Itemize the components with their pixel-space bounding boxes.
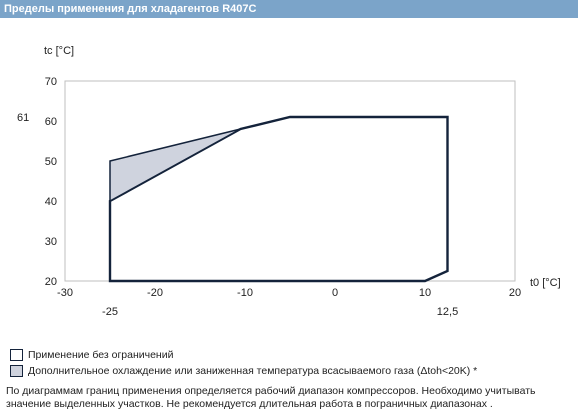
x-axis-label: t0 [°C] [530,277,561,289]
page-title: Пределы применения для хладагентов R407C [0,0,578,18]
x-tick-label: -20 [147,287,163,299]
x-tick-label: -30 [57,287,73,299]
y-tick-label: 50 [45,156,57,168]
legend-swatch-unrestricted [10,349,23,361]
x-tick-label: 10 [419,287,431,299]
legend-label-unrestricted: Применение без ограничений [28,349,174,361]
legend-item-extra-cooling: Дополнительное охлаждение или заниженная… [10,365,477,377]
footnote: По диаграммам границ применения определя… [6,385,536,410]
y-tick-label: 40 [45,196,57,208]
y-tick-label: 70 [45,76,57,88]
legend-swatch-extra-cooling [10,365,23,377]
extra-cooling-area [109,128,241,203]
x-tick-label: -10 [237,287,253,299]
y-marker-label: 61 [17,112,29,124]
y-axis-label: tc [°C] [44,45,74,57]
x-tick-label: 20 [509,287,521,299]
y-tick-label: 60 [45,116,57,128]
application-limits-chart: tc [°C] t0 [°C] -30 -20 -10 0 10 20 20 30 40 50 60… [17,45,561,318]
y-tick-label: 20 [45,276,57,288]
legend-label-extra-cooling: Дополнительное охлаждение или заниженная… [28,365,478,377]
unrestricted-envelope [108,115,449,283]
x-marker-label: -25 [102,306,118,318]
x-tick-label: 0 [332,287,338,299]
x-marker-label: 12,5 [437,306,458,318]
legend-item-unrestricted: Применение без ограничений [10,349,173,361]
y-tick-label: 30 [45,236,57,248]
